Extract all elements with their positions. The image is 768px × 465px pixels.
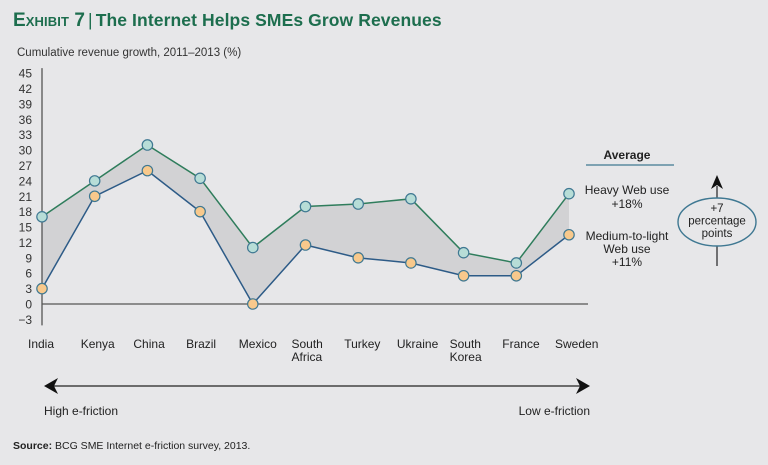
title-separator: | [88, 10, 93, 30]
data-point-medium-india [36, 282, 48, 295]
data-point-heavy-france [510, 257, 523, 269]
legend-entry-heavy: Heavy Web use +18% [585, 183, 670, 211]
shaded-gap-band [42, 144, 569, 304]
x-tick-label: Ukraine [397, 337, 439, 351]
x-tick-label: South Korea [450, 337, 482, 364]
x-tick-line: Brazil [186, 337, 216, 351]
data-point-heavy-india [36, 210, 48, 223]
legend-entry-medium: Medium-to-light Web use +11% [586, 229, 669, 269]
legend-line: +11% [612, 255, 642, 269]
legend-line: Heavy Web use [585, 183, 670, 197]
data-point-medium-ukraine [405, 257, 417, 269]
low-friction-label: Low e-friction [519, 404, 590, 418]
x-tick-label: Sweden [555, 337, 598, 351]
y-tick-label: 6 [25, 267, 32, 281]
y-tick-label: 21 [19, 190, 33, 204]
data-point-medium-sweden [563, 228, 575, 241]
x-tick-line: Turkey [344, 337, 380, 351]
x-tick-label: France [502, 337, 540, 351]
x-tick-line: China [133, 337, 165, 351]
y-tick-label: 42 [19, 82, 33, 96]
y-tick-label: 36 [19, 113, 33, 127]
legend-line: +18% [611, 197, 642, 211]
x-tick-line: South [450, 337, 481, 351]
y-tick-label: 30 [19, 144, 33, 158]
y-tick-label: 9 [25, 251, 32, 265]
arrow-left-icon [44, 378, 58, 394]
data-point-heavy-south-korea [457, 246, 470, 259]
gap-callout-text: +7 percentage points [688, 203, 746, 240]
data-point-heavy-brazil [194, 172, 206, 185]
y-tick-label: 24 [19, 174, 33, 188]
data-point-medium-turkey [352, 252, 364, 264]
x-tick-label: Turkey [344, 337, 380, 351]
friction-axis: High e-friction Low e-friction [44, 378, 590, 418]
data-point-medium-south-korea [457, 269, 470, 282]
x-tick-line: Korea [450, 350, 482, 364]
shaded-band-layer [42, 144, 569, 304]
data-point-heavy-turkey [352, 198, 364, 210]
data-point-medium-mexico [247, 298, 259, 310]
marker-layer [36, 139, 575, 310]
data-point-heavy-china [141, 139, 154, 151]
x-tick-label: Kenya [81, 337, 115, 351]
y-tick-label: 27 [19, 159, 33, 173]
y-axis-label: Cumulative revenue growth, 2011–2013 (%) [17, 47, 242, 59]
legend-line: Medium-to-light [586, 229, 669, 243]
x-tick-line: Kenya [81, 337, 115, 351]
arrow-right-icon [576, 378, 590, 394]
gap-callout-line: points [702, 228, 733, 240]
x-tick-line: France [502, 337, 540, 351]
data-point-heavy-kenya [88, 175, 101, 187]
x-tick-line: Mexico [239, 337, 277, 351]
y-tick-label: −3 [18, 313, 32, 327]
data-point-medium-brazil [194, 205, 206, 218]
data-point-heavy-mexico [247, 241, 259, 254]
data-point-medium-china [141, 164, 154, 177]
x-tick-line: Sweden [555, 337, 598, 351]
y-tick-label: 0 [25, 298, 32, 312]
gap-callout-ellipse [677, 197, 757, 247]
y-tick-label: 39 [19, 97, 33, 111]
legend-heading: Average [604, 148, 651, 162]
x-tick-label: Mexico [239, 337, 277, 351]
y-tick-label: 18 [19, 205, 33, 219]
chart-title: Exhibit 7 | The Internet Helps SMEs Grow R… [13, 10, 442, 32]
gap-callout-line: percentage [688, 216, 746, 228]
x-tick-line: Africa [292, 350, 323, 364]
legend-layer: Average Heavy Web use +18% Medium-to-light W… [585, 148, 757, 269]
exhibit-label: Exhibit 7 [13, 10, 86, 31]
data-point-heavy-south-africa [299, 200, 312, 213]
arrow-up-icon [711, 175, 723, 189]
y-tick-label: 3 [25, 282, 32, 296]
x-tick-label: Brazil [186, 337, 216, 351]
data-point-medium-kenya [88, 190, 101, 203]
high-friction-label: High e-friction [44, 404, 118, 418]
legend-line: Web use [603, 242, 650, 256]
x-tick-label: India [28, 337, 54, 351]
y-tick-label: 45 [19, 67, 33, 81]
y-tick-label: 12 [19, 236, 33, 250]
data-point-medium-south-africa [299, 239, 312, 251]
data-point-medium-france [510, 269, 523, 282]
x-tick-line: India [28, 337, 54, 351]
data-point-heavy-ukraine [405, 193, 417, 205]
y-tick-label: 33 [19, 128, 33, 142]
title-text: The Internet Helps SMEs Grow Revenues [95, 10, 442, 30]
source-note: Source: BCG SME Internet e-friction surv… [13, 440, 250, 452]
label-layer: India Kenya China Brazil Mexico South AfricaTu… [28, 337, 598, 364]
y-tick-label: 15 [19, 221, 33, 235]
x-tick-label: China [133, 337, 165, 351]
gap-callout-line: +7 [710, 203, 723, 215]
x-tick-line: Ukraine [397, 337, 439, 351]
data-point-heavy-sweden [563, 187, 575, 200]
x-tick-line: South [292, 337, 323, 351]
source-text: BCG SME Internet e-friction survey, 2013… [55, 440, 251, 452]
source-label: Source: [13, 440, 53, 452]
x-tick-label: South Africa [292, 337, 323, 364]
